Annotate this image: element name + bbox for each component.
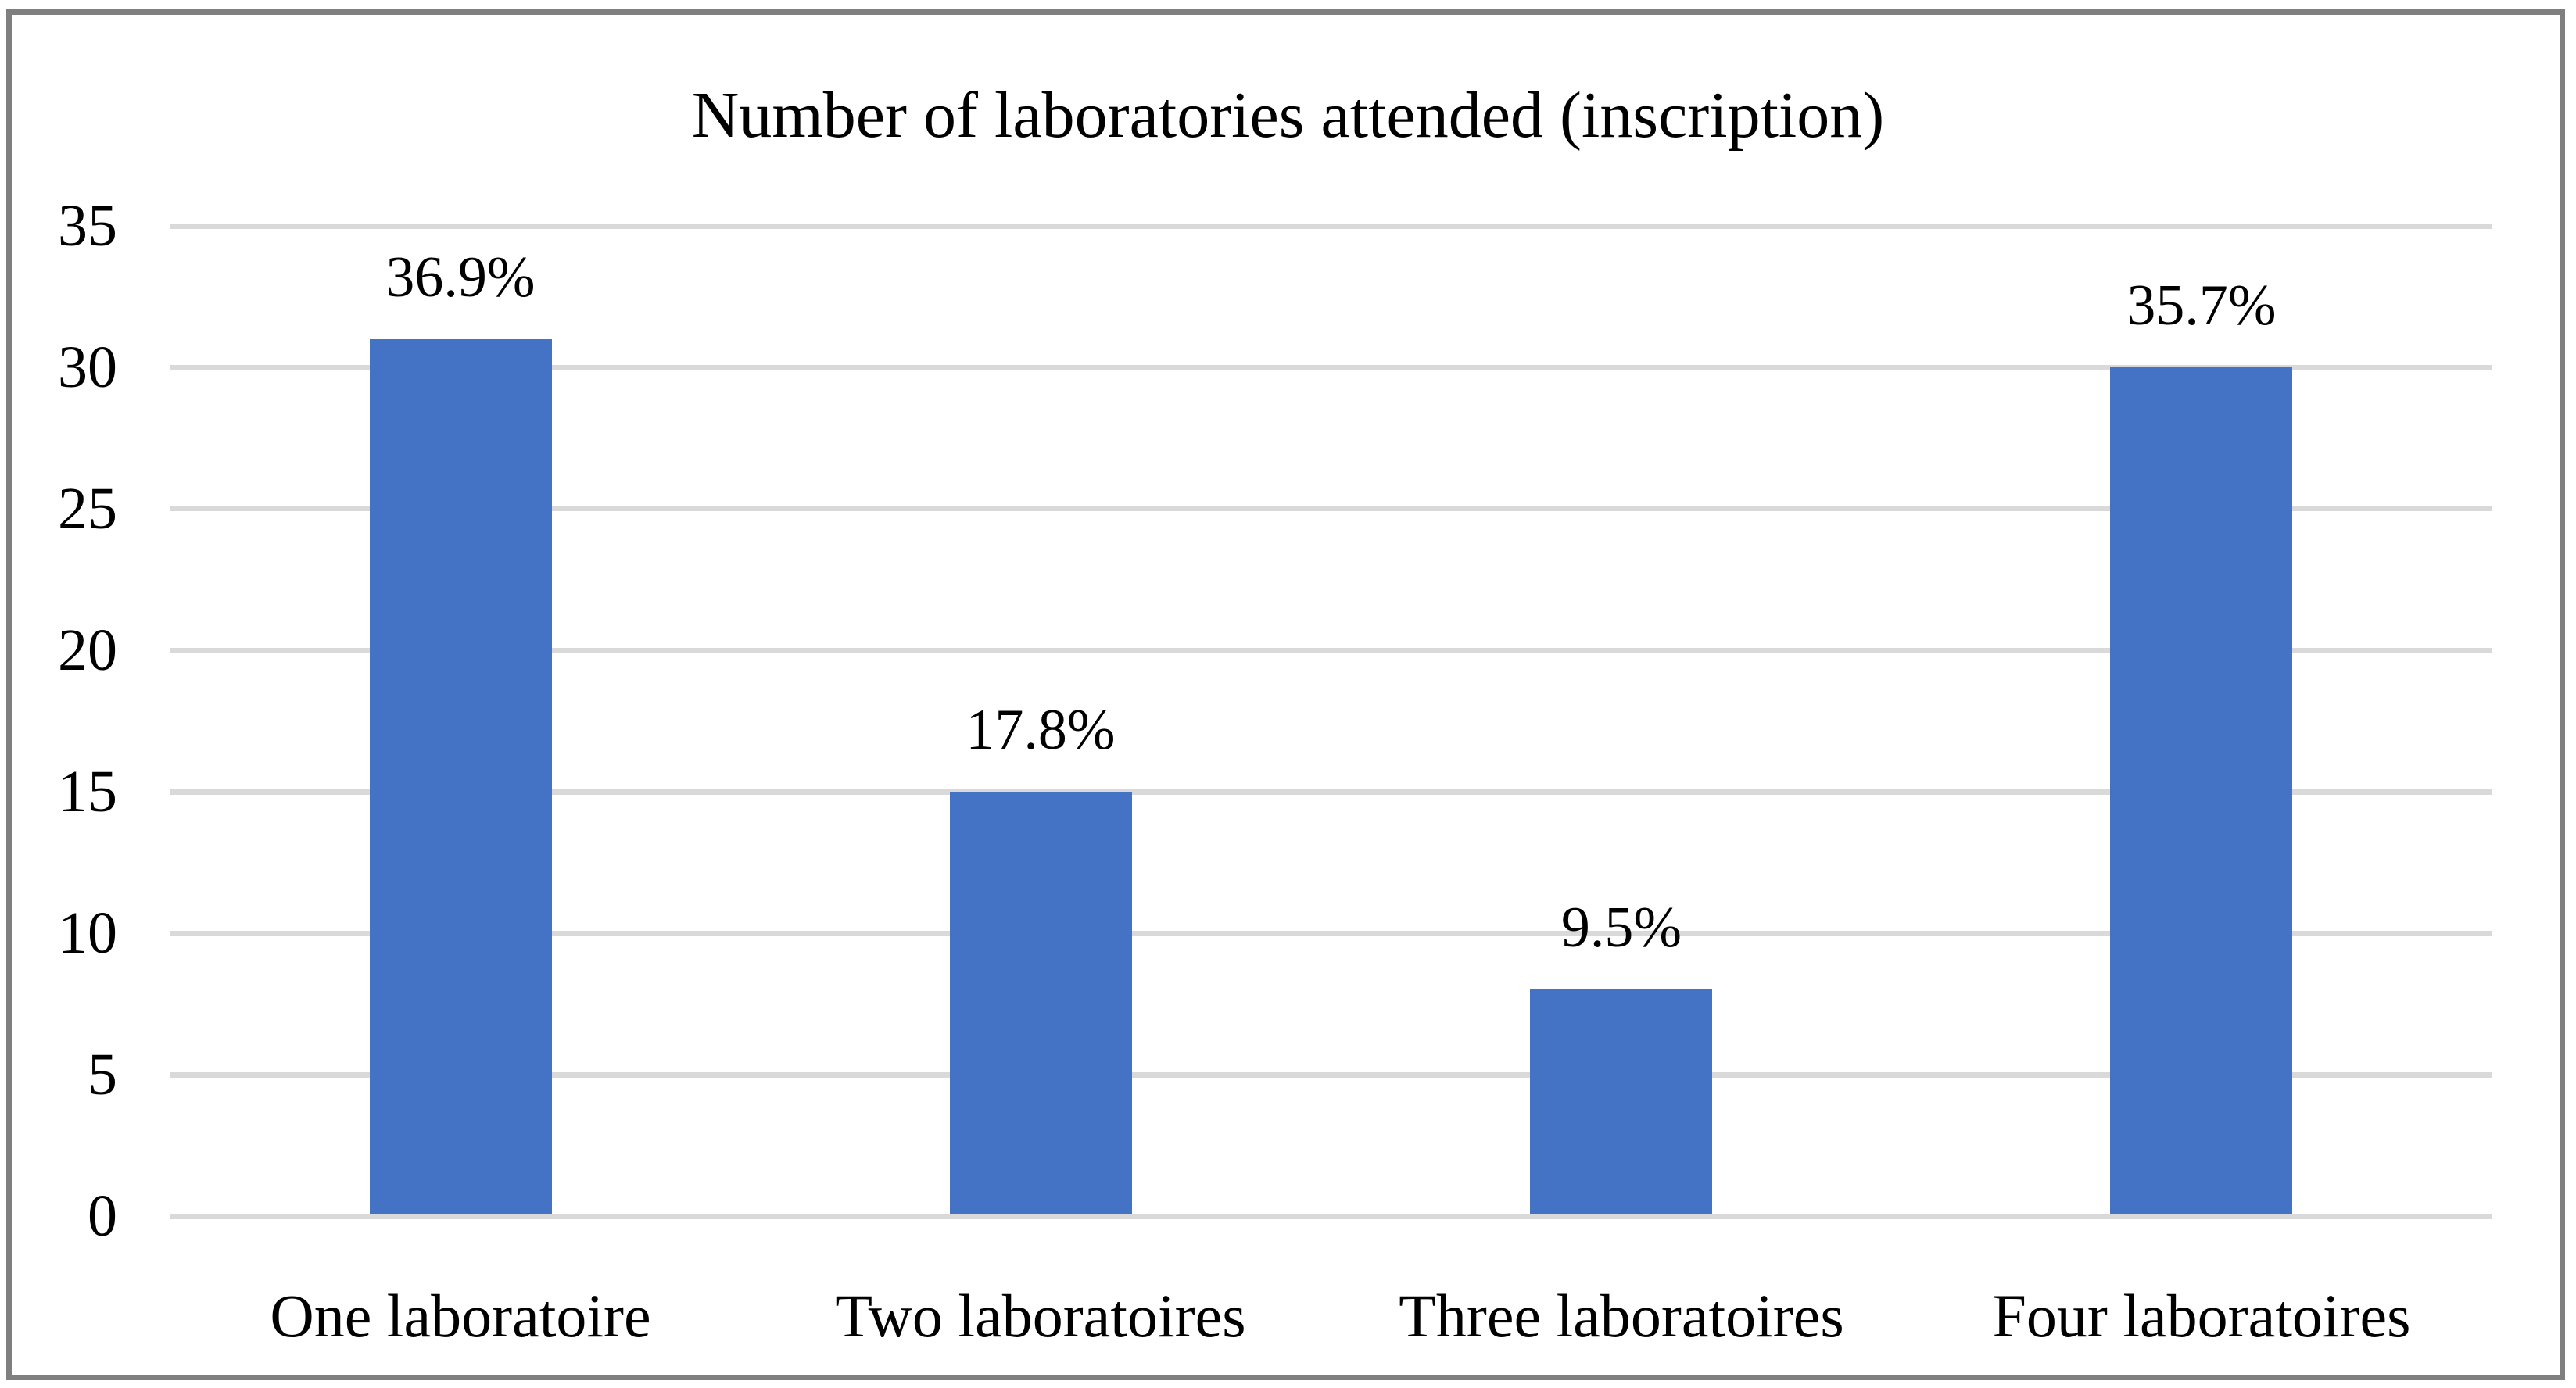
gridline-y-10 [170, 931, 2492, 936]
y-axis-tick-label: 10 [58, 900, 117, 966]
bar-4 [2110, 367, 2292, 1214]
bar-2 [950, 792, 1132, 1214]
bar-value-label: 9.5% [1560, 896, 1682, 960]
bar-1 [370, 339, 552, 1214]
x-axis-category-label: Three laboratoires [1399, 1282, 1844, 1350]
chart-title: Number of laboratories attended (inscrip… [691, 79, 1885, 152]
bar-value-label: 35.7% [2126, 274, 2277, 338]
y-axis-tick-label: 30 [58, 334, 117, 400]
x-axis-category-label: Four laboratoires [1992, 1282, 2411, 1350]
y-axis-tick-label: 25 [58, 476, 117, 542]
bar-value-label: 36.9% [385, 245, 536, 309]
gridline-y-25 [170, 506, 2492, 511]
y-axis-tick-label: 0 [88, 1183, 117, 1249]
gridline-y-5 [170, 1072, 2492, 1078]
x-axis-category-label: Two laboratoires [835, 1282, 1246, 1350]
x-axis-category-label: One laboratoire [270, 1282, 651, 1350]
y-axis-tick-label: 20 [58, 617, 117, 683]
gridline-y-20 [170, 648, 2492, 653]
y-axis-tick-label: 5 [88, 1042, 117, 1107]
gridline-y-30 [170, 365, 2492, 370]
y-axis-tick-label: 15 [58, 759, 117, 825]
gridline-y-15 [170, 789, 2492, 795]
bar-3 [1530, 989, 1712, 1214]
gridline-y-35 [170, 224, 2492, 229]
bar-value-label: 17.8% [966, 698, 1116, 762]
y-axis-tick-label: 35 [58, 193, 117, 259]
gridline-y-0 [170, 1214, 2492, 1219]
